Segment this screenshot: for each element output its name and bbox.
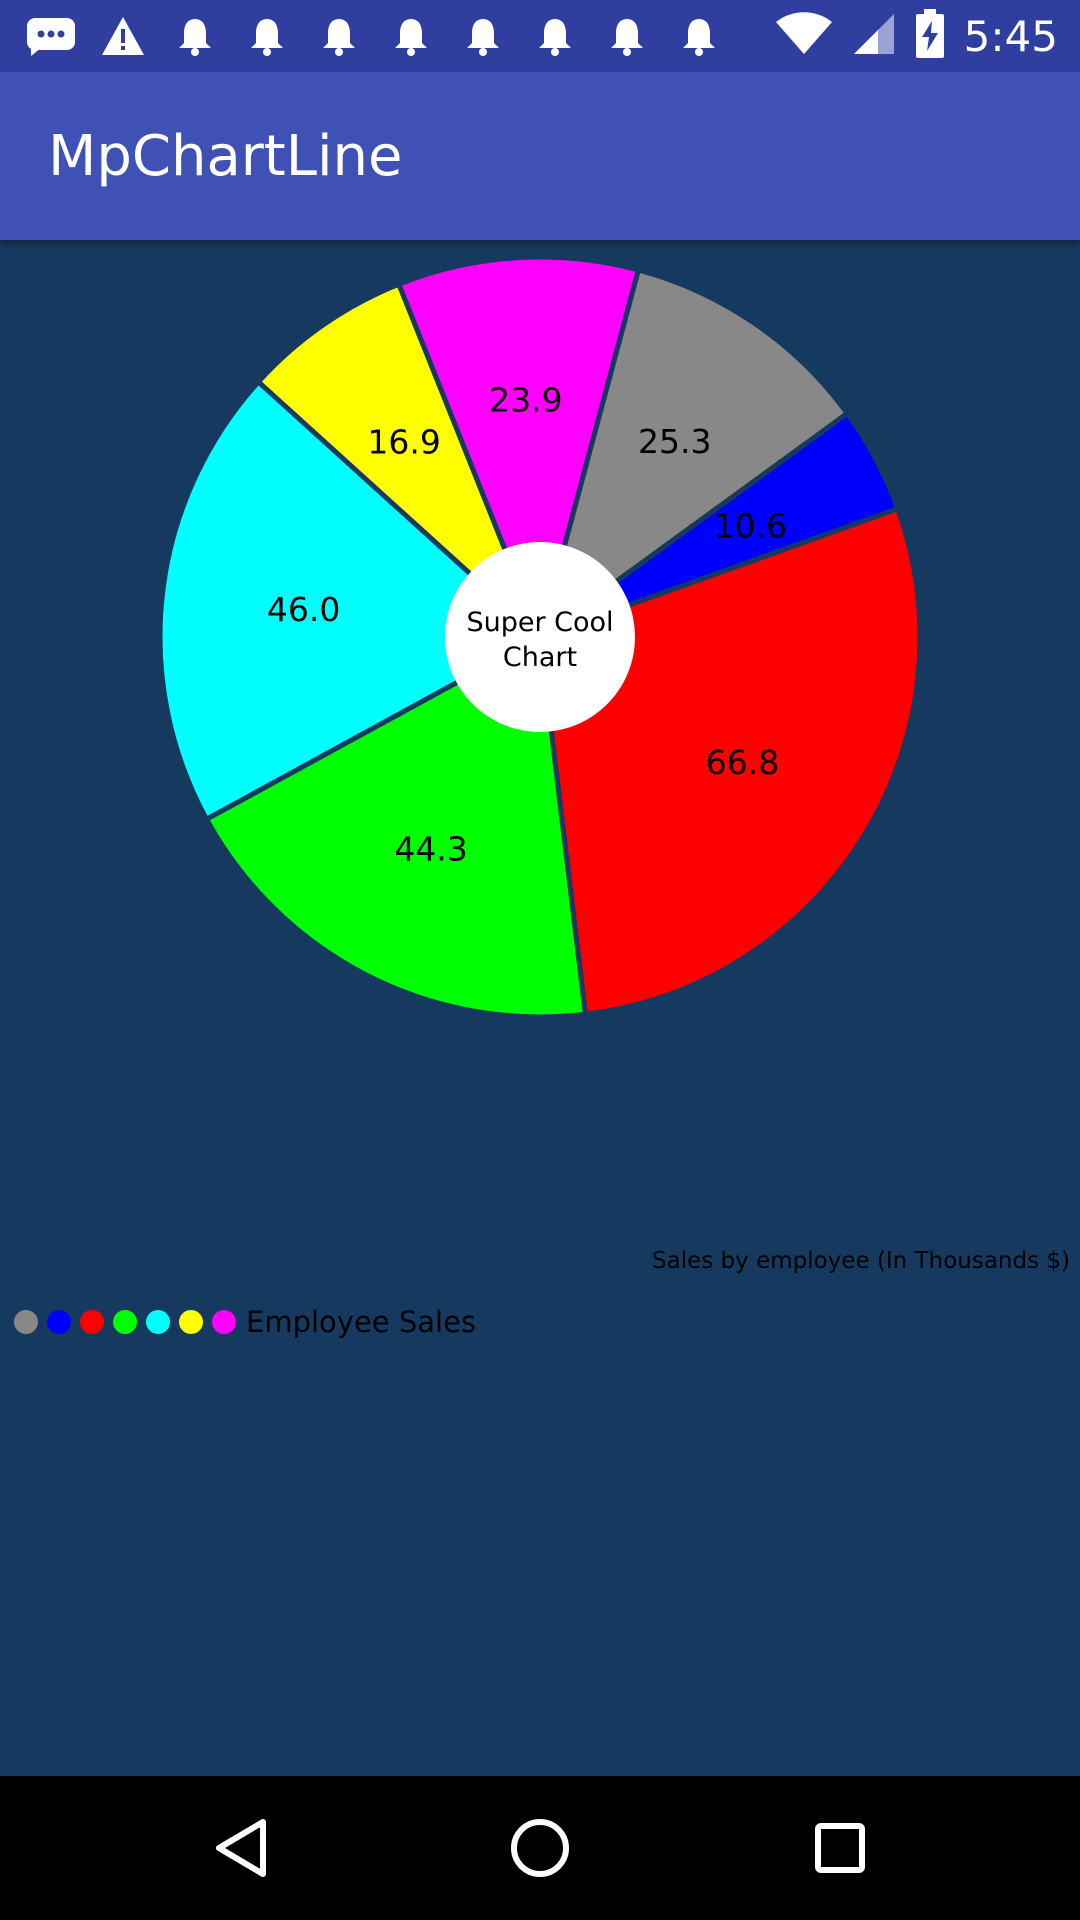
app-bar: MpChartLine — [0, 72, 1080, 240]
recents-button[interactable] — [798, 1806, 882, 1890]
pie-slice-5[interactable] — [157, 378, 545, 823]
battery-charging-icon — [914, 9, 946, 63]
legend-swatch — [146, 1310, 170, 1334]
pie-value-labels: 25.3 10.6 66.8 44.3 46.0 16.9 23.9 — [267, 380, 787, 868]
center-hole — [445, 542, 635, 732]
legend-swatch — [113, 1310, 137, 1334]
bell-icon — [384, 14, 438, 58]
pie-slice-4[interactable] — [203, 633, 589, 1020]
slice-value-label: 23.9 — [489, 380, 562, 419]
home-icon — [511, 1819, 569, 1877]
chart-description: Sales by employee (In Thousands $) — [652, 1248, 1070, 1274]
status-time: 5:45 — [963, 11, 1058, 61]
navigation-bar — [0, 1776, 1080, 1920]
warning-icon — [96, 14, 150, 58]
legend-label: Employee Sales — [246, 1305, 477, 1339]
bell-icon — [240, 14, 294, 58]
app-title: MpChartLine — [48, 124, 403, 189]
legend-swatch — [80, 1310, 104, 1334]
recents-icon — [815, 1823, 865, 1873]
notification-icons — [24, 14, 726, 58]
legend-swatch — [47, 1310, 71, 1334]
message-icon — [24, 14, 78, 58]
pie-chart-area[interactable]: 25.3 10.6 66.8 44.3 46.0 16.9 23.9 Super Cool … — [0, 240, 1080, 1776]
pie-slice-6[interactable] — [254, 280, 543, 639]
back-button[interactable] — [199, 1806, 283, 1890]
slice-value-label: 16.9 — [367, 423, 440, 462]
back-icon — [216, 1819, 266, 1877]
cell-signal-icon — [852, 12, 896, 60]
bell-icon — [312, 14, 366, 58]
chart-legend: Employee Sales — [14, 1302, 476, 1342]
system-icons: 5:45 — [774, 6, 1058, 66]
legend-swatch — [179, 1310, 203, 1334]
wifi-icon — [774, 12, 834, 60]
pie-slice-3[interactable] — [537, 505, 923, 1018]
status-bar: 5:45 — [0, 0, 1080, 72]
bell-icon — [672, 14, 726, 58]
slice-value-label: 44.3 — [394, 830, 467, 869]
pie-slices — [157, 254, 923, 1020]
pie-chart[interactable]: 25.310.666.844.346.016.923.9 Super Cool … — [0, 240, 1080, 1300]
home-button[interactable] — [498, 1806, 582, 1890]
pie-slice-1[interactable] — [535, 266, 851, 644]
slice-value-label: 10.6 — [714, 507, 787, 546]
bell-icon — [528, 14, 582, 58]
center-text-line1: Super Cool — [466, 607, 613, 638]
slice-value-label: 66.8 — [706, 743, 779, 782]
legend-swatches — [14, 1310, 236, 1334]
bell-icon — [168, 14, 222, 58]
pie-slice-7[interactable] — [395, 254, 642, 645]
bell-icon — [456, 14, 510, 58]
center-text-line2: Chart — [503, 642, 577, 673]
legend-swatch — [14, 1310, 38, 1334]
slice-value-label: 46.0 — [267, 590, 340, 629]
bell-icon — [600, 14, 654, 58]
slice-value-label: 25.3 — [638, 422, 711, 461]
legend-swatch — [212, 1310, 236, 1334]
